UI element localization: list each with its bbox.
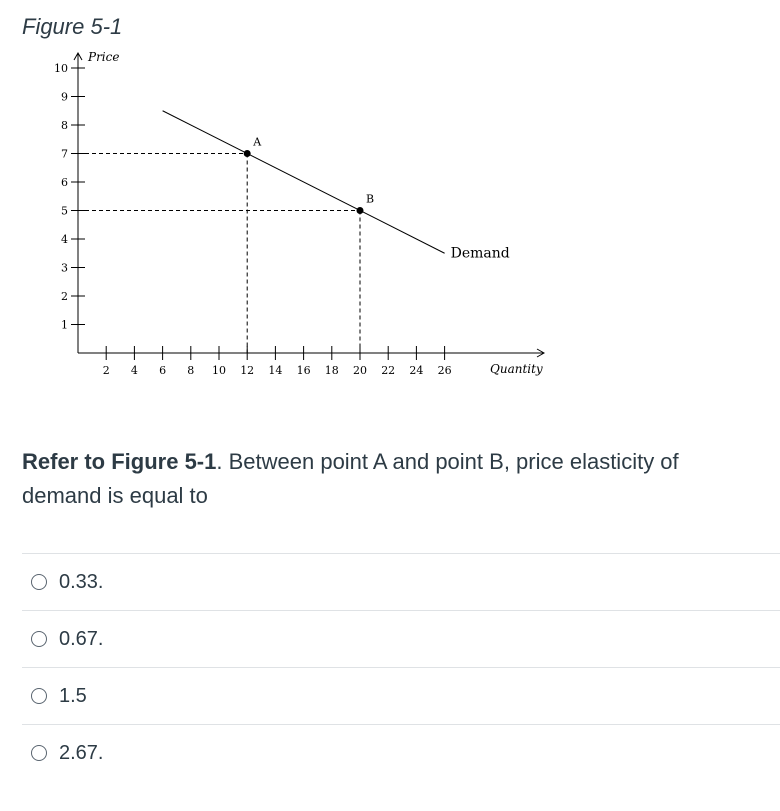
y-tick-label: 6 (61, 176, 68, 189)
point-label: B (366, 193, 374, 206)
y-tick-label: 4 (61, 233, 68, 246)
y-tick-label: 9 (61, 91, 68, 104)
x-tick-label: 20 (353, 364, 367, 377)
answer-option[interactable]: 2.67. (22, 724, 780, 781)
x-tick-label: 12 (240, 364, 254, 377)
question-text: Refer to Figure 5-1. Between point A and… (22, 445, 762, 513)
y-tick-label: 7 (61, 148, 68, 161)
answer-list: 0.33. 0.67. 1.5 2.67. (22, 553, 780, 781)
x-axis-label: Quantity (490, 362, 543, 376)
answer-label: 1.5 (59, 685, 87, 708)
radio-button-icon[interactable] (31, 688, 47, 704)
x-tick-label: 22 (381, 364, 395, 377)
y-tick-label: 1 (61, 319, 68, 332)
y-axis-label: Price (87, 50, 119, 64)
x-tick-label: 2 (103, 364, 110, 377)
y-tick-label: 8 (61, 119, 68, 132)
y-tick-label: 3 (61, 262, 68, 275)
point-a (244, 150, 251, 157)
figure-reference: Refer to Figure 5-1 (22, 449, 216, 474)
x-tick-label: 8 (187, 364, 194, 377)
point-label: A (252, 136, 262, 149)
x-tick-label: 4 (131, 364, 138, 377)
answer-label: 2.67. (59, 742, 103, 765)
x-tick-label: 24 (409, 364, 423, 377)
point-b (357, 207, 364, 214)
demand-curve (163, 111, 445, 254)
answer-label: 0.67. (59, 628, 103, 651)
answer-label: 0.33. (59, 571, 103, 594)
y-tick-label: 5 (61, 205, 68, 218)
answer-option[interactable]: 0.67. (22, 610, 780, 667)
x-tick-label: 14 (268, 364, 282, 377)
x-tick-label: 16 (297, 364, 311, 377)
radio-button-icon[interactable] (31, 631, 47, 647)
x-tick-label: 18 (325, 364, 339, 377)
x-tick-label: 6 (159, 364, 166, 377)
x-tick-label: 10 (212, 364, 226, 377)
answer-option[interactable]: 1.5 (22, 667, 780, 724)
radio-button-icon[interactable] (31, 574, 47, 590)
y-tick-label: 2 (61, 290, 68, 303)
answer-option[interactable]: 0.33. (22, 553, 780, 610)
y-tick-label: 10 (54, 62, 68, 75)
x-tick-label: 26 (438, 364, 452, 377)
radio-button-icon[interactable] (31, 745, 47, 761)
figure-title: Figure 5-1 (22, 14, 122, 40)
demand-curve-label: Demand (451, 245, 510, 261)
